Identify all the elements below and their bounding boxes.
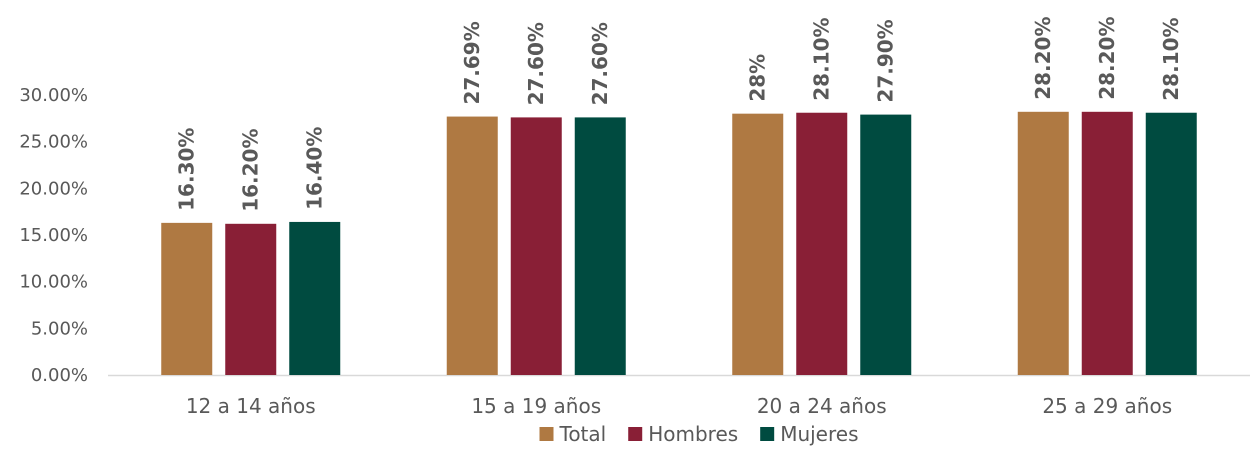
bar-mujeres [289,221,341,375]
legend-label: Mujeres [780,422,858,446]
y-tick-label: 5.00% [31,318,88,339]
legend-swatch-hombres [628,427,643,441]
bar-mujeres [1145,112,1197,375]
legend-label: Total [559,422,607,446]
legend-label: Hombres [648,422,738,446]
bar-hombres [510,117,562,376]
data-label: 28.10% [1159,17,1183,100]
y-tick-label: 30.00% [19,85,88,106]
x-category-label: 12 a 14 años [186,394,316,418]
data-label: 28.20% [1031,16,1055,99]
data-label: 27.69% [460,21,484,104]
bar-hombres [796,112,848,375]
data-label: 16.20% [239,128,263,211]
data-label: 16.40% [303,127,327,210]
data-label: 16.30% [175,128,199,211]
bar-hombres [225,223,277,375]
bar-total [161,222,213,375]
x-category-label: 25 a 29 años [1042,394,1172,418]
data-label: 28% [746,54,770,102]
legend-swatch-mujeres [760,427,775,441]
y-tick-label: 20.00% [19,178,88,199]
bar-mujeres [860,114,912,375]
bar-total [1017,111,1069,376]
x-category-label: 20 a 24 años [757,394,887,418]
data-label: 28.20% [1095,16,1119,99]
bar-mujeres [574,117,626,376]
bar-total [732,113,784,376]
y-tick-label: 25.00% [19,132,88,153]
bar-total [446,116,498,375]
y-tick-label: 15.00% [19,225,88,246]
data-label: 27.90% [874,19,898,102]
x-category-label: 15 a 19 años [471,394,601,418]
data-label: 27.60% [524,22,548,105]
data-label: 27.60% [588,22,612,105]
y-tick-label: 10.00% [19,272,88,293]
y-tick-label: 0.00% [31,365,88,386]
data-label: 28.10% [810,17,834,100]
bar-hombres [1081,111,1133,376]
legend-swatch-total [539,427,554,441]
